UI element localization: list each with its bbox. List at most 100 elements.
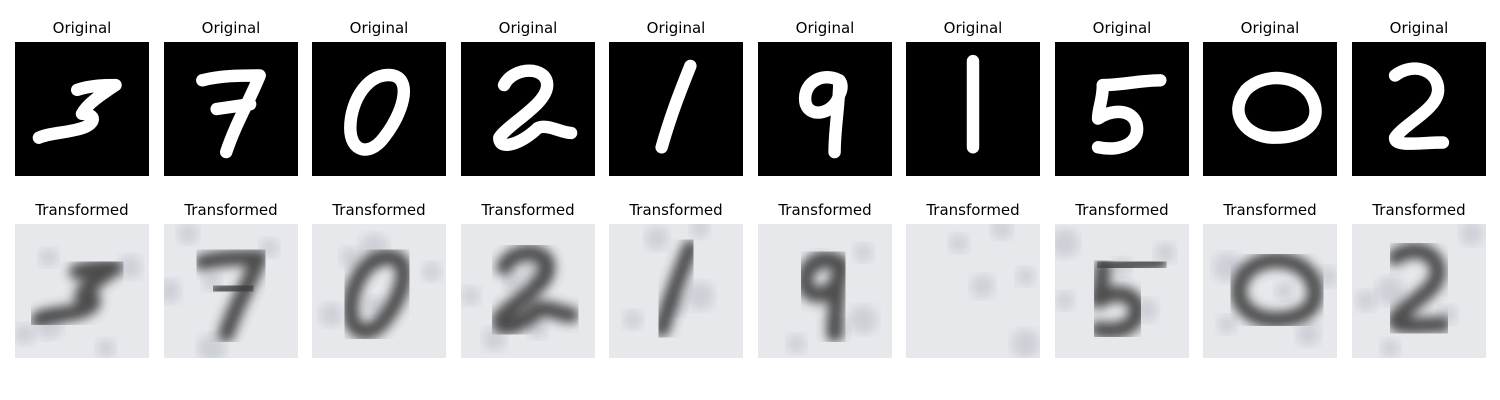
digit-stroke	[342, 248, 412, 340]
noise-blotch	[1055, 228, 1079, 258]
digit-stroke	[1096, 74, 1167, 92]
original-row: Original Original Original Original Original…	[0, 18, 1500, 178]
image-background	[312, 42, 446, 176]
noise-blotch	[786, 334, 806, 354]
panel-title: Original	[1092, 19, 1152, 37]
original-digit-image	[15, 42, 149, 176]
transformed-digit-image	[312, 224, 446, 358]
noise-blotch	[461, 286, 481, 306]
transformed-digit-image	[461, 224, 595, 358]
panel-title: Original	[943, 19, 1003, 37]
panel-title: Transformed	[1075, 201, 1169, 219]
digit-stroke	[196, 69, 266, 159]
noise-blotch	[503, 270, 525, 292]
transformed-panel: Transformed	[609, 200, 743, 358]
original-digit-image	[758, 42, 892, 176]
noise-blotch	[177, 224, 199, 245]
original-panel: Original	[15, 18, 149, 176]
noise-blotch	[644, 226, 669, 251]
transformed-digit-image	[758, 224, 892, 358]
original-digit-image	[461, 42, 595, 176]
noise-blotch	[949, 233, 969, 253]
noise-blotch	[1380, 338, 1400, 358]
noise-blotch	[164, 279, 181, 303]
transformed-digit-image	[1203, 224, 1337, 358]
digit-stroke	[493, 64, 578, 151]
noise-blotch	[197, 334, 227, 358]
noise-blotch	[1355, 290, 1377, 312]
panel-title: Original	[795, 19, 855, 37]
noise-blotch	[339, 246, 361, 269]
original-digit-image	[1203, 42, 1337, 176]
transformed-digit-image	[15, 224, 149, 358]
panel-title: Transformed	[629, 201, 723, 219]
panel-title: Transformed	[35, 201, 129, 219]
noise-blotch	[623, 310, 643, 330]
panel-title: Original	[498, 19, 558, 37]
digit-stroke	[1089, 258, 1146, 339]
original-panel: Original	[1203, 18, 1337, 176]
digit-stroke	[797, 251, 850, 343]
noise-blotch	[1217, 314, 1237, 335]
digit-stroke	[1386, 242, 1452, 334]
noise-blotch	[1375, 276, 1405, 306]
panel-title: Transformed	[332, 201, 426, 219]
transformed-digit-image	[164, 224, 298, 358]
noise-blotch	[685, 281, 715, 311]
panel-title: Transformed	[926, 201, 1020, 219]
original-panel: Original	[164, 18, 298, 176]
panel-title: Original	[201, 19, 261, 37]
digit-stroke	[210, 97, 257, 116]
transformed-digit-image	[609, 224, 743, 358]
digit-stroke	[1388, 62, 1450, 150]
original-panel: Original	[461, 18, 595, 176]
original-digit-image	[906, 42, 1040, 176]
digit-stroke	[30, 258, 124, 328]
original-digit-image	[1352, 42, 1486, 176]
noise-blotch	[1016, 267, 1036, 287]
transformed-panel: Transformed	[1203, 200, 1337, 358]
digit-stroke	[194, 249, 268, 343]
original-digit-image	[164, 42, 298, 176]
noise-blotch	[690, 224, 710, 239]
original-digit-image	[312, 42, 446, 176]
digit-stroke	[491, 244, 580, 335]
noise-blotch	[848, 305, 878, 335]
digit-stroke	[32, 78, 122, 144]
noise-blotch	[991, 224, 1013, 240]
noise-blotch	[1011, 329, 1040, 358]
noise-blotch	[364, 295, 384, 315]
transformed-digit-image	[1352, 224, 1486, 358]
transformed-panel: Transformed	[758, 200, 892, 358]
transformed-panel: Transformed	[15, 200, 149, 358]
original-panel: Original	[609, 18, 743, 176]
panel-title: Original	[52, 19, 112, 37]
digit-stroke	[655, 59, 697, 154]
digit-stroke	[1230, 251, 1324, 328]
digit-stroke	[653, 239, 699, 338]
noise-blotch	[1296, 322, 1321, 347]
transformed-panel: Transformed	[461, 200, 595, 358]
panel-title: Original	[1389, 19, 1449, 37]
transformed-digit-image	[906, 224, 1040, 358]
noise-blotch	[319, 302, 344, 327]
digit-stroke	[1094, 254, 1169, 276]
panel-title: Original	[646, 19, 706, 37]
digit-stroke	[344, 68, 410, 156]
panel-title: Transformed	[1372, 201, 1466, 219]
transformed-row: Transformed Transformed Transformed Transfo…	[0, 200, 1500, 360]
panel-title: Transformed	[481, 201, 575, 219]
original-panel: Original	[1352, 18, 1486, 176]
panel-title: Transformed	[184, 201, 278, 219]
panel-title: Original	[349, 19, 409, 37]
transformed-panel: Transformed	[1352, 200, 1486, 358]
digit-stroke	[1232, 71, 1322, 144]
panel-title: Transformed	[1223, 201, 1317, 219]
original-digit-image	[1055, 42, 1189, 176]
transformed-panel: Transformed	[312, 200, 446, 358]
noise-blotch	[15, 323, 36, 345]
transformed-panel: Transformed	[164, 200, 298, 358]
noise-blotch	[853, 243, 873, 263]
original-panel: Original	[312, 18, 446, 176]
noise-blotch	[1055, 291, 1075, 311]
